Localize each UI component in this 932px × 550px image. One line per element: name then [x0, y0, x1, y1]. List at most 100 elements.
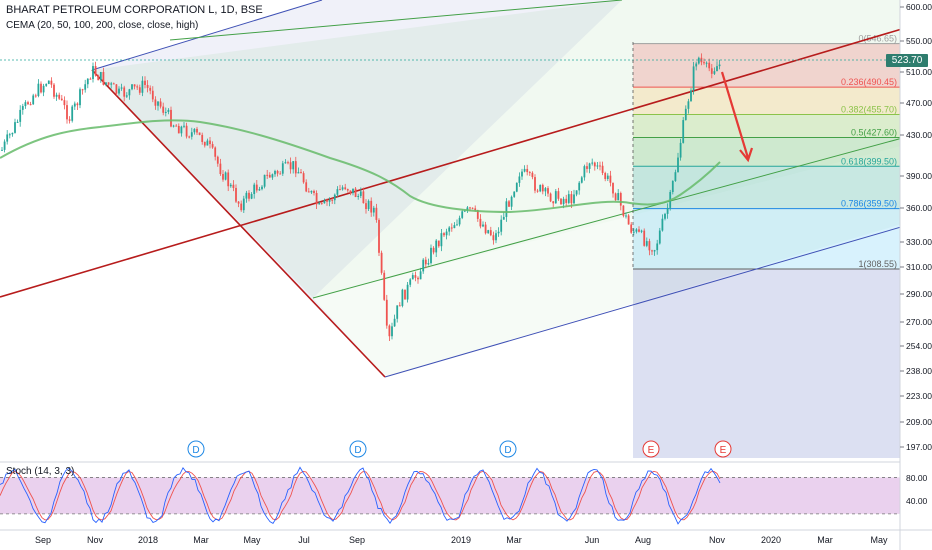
candle-body	[250, 194, 253, 199]
event-marker-label: E	[648, 445, 655, 456]
candle-body	[388, 325, 391, 337]
candle-body	[300, 172, 302, 174]
candle-body	[328, 199, 331, 202]
fib-level-label: 0.618(399.50)	[841, 156, 897, 166]
candle-body	[580, 177, 583, 183]
candle-body	[500, 219, 503, 232]
candle-body	[510, 196, 513, 207]
time-tick-label: Mar	[506, 535, 522, 545]
event-marker-label: D	[354, 445, 361, 456]
candle-body	[123, 87, 126, 97]
candle-body	[682, 120, 685, 143]
fib-extension-zone	[633, 268, 900, 458]
candle-body	[359, 191, 362, 196]
candle-body	[274, 170, 276, 175]
time-tick-label: 2018	[138, 535, 158, 545]
candle-body	[445, 231, 448, 236]
candle-body	[346, 189, 349, 191]
candle-body	[518, 176, 521, 183]
pitchfork-outer-fill	[92, 0, 622, 377]
candle-body	[710, 68, 713, 74]
candle-body	[401, 289, 404, 306]
candle-body	[112, 83, 115, 85]
candle-body	[53, 84, 55, 97]
candle-body	[63, 100, 66, 106]
candle-body	[232, 184, 235, 188]
price-tick-label: 197.00	[906, 442, 932, 452]
candle-body	[435, 240, 438, 253]
candle-body	[375, 207, 378, 220]
candle-body	[172, 125, 175, 127]
candle-body	[638, 229, 640, 232]
candle-body	[419, 271, 422, 280]
candle-body	[484, 224, 487, 234]
fib-level-label: 0.5(427.60)	[851, 127, 897, 137]
stoch-band	[0, 477, 900, 514]
candle-body	[479, 218, 482, 227]
candle-body	[666, 207, 669, 214]
candle-body	[573, 194, 575, 204]
candle-body	[391, 326, 393, 337]
candle-body	[263, 174, 266, 187]
candle-body	[424, 259, 427, 265]
candle-body	[73, 103, 76, 107]
candle-body	[718, 64, 721, 67]
candle-body	[42, 85, 45, 93]
candle-body	[144, 80, 146, 85]
time-tick-label: Nov	[709, 535, 726, 545]
candle-body	[190, 132, 193, 137]
candle-body	[235, 187, 237, 202]
candle-body	[643, 230, 646, 246]
candle-body	[339, 189, 341, 191]
candle-body	[591, 162, 594, 164]
candle-body	[94, 66, 97, 76]
candle-body	[552, 201, 555, 204]
candle-body	[102, 72, 105, 85]
candle-body	[24, 102, 27, 107]
median-line	[0, 19, 932, 298]
candle-body	[521, 171, 523, 177]
candle-body	[609, 175, 612, 183]
candle-body	[562, 198, 565, 205]
projection-arrow	[720, 71, 750, 159]
candle-body	[708, 62, 711, 69]
fib-zone	[633, 87, 900, 115]
candle-body	[596, 165, 599, 167]
candle-body	[219, 163, 222, 175]
candle-body	[671, 180, 674, 192]
candle-body	[448, 227, 451, 232]
candle-body	[539, 184, 542, 192]
candle-body	[692, 66, 695, 91]
price-tick-label: 310.00	[906, 262, 932, 272]
candle-body	[315, 192, 318, 205]
candle-body	[19, 109, 22, 122]
candle-body	[99, 72, 102, 81]
candle-body	[661, 218, 664, 231]
pitchfork-lower-line	[384, 217, 932, 378]
candle-body	[331, 199, 334, 201]
fib-level-label: 0.786(359.50)	[841, 199, 897, 209]
stoch-d-line	[0, 470, 721, 521]
candle-body	[157, 101, 159, 106]
candle-body	[323, 200, 326, 204]
time-tick-label: Nov	[87, 535, 104, 545]
price-tick-label: 270.00	[906, 317, 932, 327]
event-marker	[187, 440, 205, 458]
candle-body	[268, 174, 271, 178]
candle-body	[271, 174, 274, 178]
candle-body	[84, 84, 87, 90]
candle-body	[385, 299, 388, 326]
stoch-k-line	[0, 466, 721, 525]
candle-body	[497, 231, 500, 234]
candle-body	[640, 230, 643, 232]
candle-body	[515, 182, 518, 192]
candle-body	[141, 80, 144, 93]
event-marker	[349, 440, 367, 458]
candle-body	[440, 233, 443, 247]
candle-body	[604, 172, 607, 179]
candle-body	[224, 172, 227, 180]
candle-body	[86, 78, 89, 85]
candle-body	[149, 87, 152, 91]
candle-body	[47, 80, 50, 84]
